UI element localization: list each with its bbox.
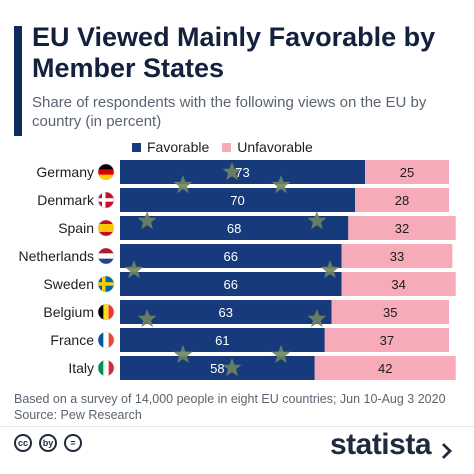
belgium-flag-icon <box>98 304 114 320</box>
value-label-unfavorable: 25 <box>400 165 414 180</box>
bar-unfavorable-germany <box>365 160 449 184</box>
eu-star-icon <box>124 260 144 279</box>
bar-unfavorable-belgium <box>331 300 449 324</box>
legend-label-unfavorable: Unfavorable <box>237 139 313 155</box>
bar-unfavorable-spain <box>348 216 456 240</box>
category-label: Sweden <box>43 276 94 292</box>
bar-favorable-france <box>120 328 325 352</box>
attribution-icon[interactable]: by <box>39 434 57 452</box>
title-accent-bar <box>14 26 22 136</box>
value-label-favorable: 70 <box>230 193 244 208</box>
italy-flag-icon <box>98 360 114 376</box>
bar-favorable-belgium <box>120 300 332 324</box>
category-label: Netherlands <box>19 248 95 264</box>
eu-star-icon <box>173 344 193 363</box>
legend-item-favorable: Favorable <box>132 139 209 155</box>
category-label: Belgium <box>43 304 94 320</box>
value-label-favorable: 66 <box>224 249 238 264</box>
brand-name: statista <box>329 428 432 461</box>
spain-flag-icon <box>98 220 114 236</box>
footer-divider <box>0 426 474 427</box>
legend-swatch-favorable <box>132 142 141 152</box>
bar-favorable-germany <box>120 160 366 184</box>
category-label: France <box>50 332 94 348</box>
legend-swatch-unfavorable <box>222 142 232 152</box>
value-label-favorable: 63 <box>219 305 233 320</box>
eu-star-icon <box>173 175 193 194</box>
eu-star-icon <box>137 211 157 230</box>
value-label-unfavorable: 33 <box>390 249 404 264</box>
license-icons: cc by = <box>14 434 89 452</box>
footnote: Based on a survey of 14,000 people in ei… <box>14 391 446 423</box>
footnote-source: Source: Pew Research <box>14 408 142 422</box>
category-label: Italy <box>68 360 94 376</box>
legend: Favorable Unfavorable <box>132 139 326 155</box>
germany-flag-icon <box>98 164 114 180</box>
netherlands-flag-icon <box>98 248 114 264</box>
bar-unfavorable-italy <box>314 356 456 380</box>
cc-icon[interactable]: cc <box>14 434 32 452</box>
legend-item-unfavorable: Unfavorable <box>222 139 313 155</box>
eu-star-icon <box>137 309 157 328</box>
chart-subtitle: Share of respondents with the following … <box>32 94 427 130</box>
bar-unfavorable-denmark <box>355 188 449 212</box>
denmark-flag-icon <box>98 192 114 208</box>
value-label-favorable: 66 <box>224 277 238 292</box>
bar-unfavorable-netherlands <box>341 244 453 268</box>
value-label-unfavorable: 35 <box>383 305 397 320</box>
eu-star-icon <box>222 162 242 181</box>
bar-favorable-denmark <box>120 188 355 212</box>
eu-star-icon <box>320 260 340 279</box>
stacked-bar-chart: 73 25 Germany 70 28 Denmark 68 32 Spain 66 33 Nethe… <box>19 160 456 380</box>
bar-favorable-italy <box>120 356 315 380</box>
eu-star-icon <box>222 358 242 377</box>
statista-mark-icon <box>434 433 448 457</box>
bar-unfavorable-france <box>324 328 449 352</box>
eu-star-icon <box>271 175 291 194</box>
eu-star-icon <box>271 344 291 363</box>
value-label-unfavorable: 32 <box>395 221 409 236</box>
value-label-unfavorable: 28 <box>395 193 409 208</box>
statista-logo[interactable]: statista <box>330 428 448 462</box>
france-flag-icon <box>98 332 114 348</box>
eu-star-icon <box>307 309 327 328</box>
chart-title: EU Viewed Mainly Favorable by Member Sta… <box>32 22 436 83</box>
eu-star-icon <box>307 211 327 230</box>
value-label-unfavorable: 34 <box>391 277 405 292</box>
value-label-favorable: 68 <box>227 221 241 236</box>
value-label-unfavorable: 42 <box>378 361 392 376</box>
footnote-survey: Based on a survey of 14,000 people in ei… <box>14 392 446 406</box>
bar-unfavorable-sweden <box>341 272 456 296</box>
bar-favorable-sweden <box>120 272 342 296</box>
legend-label-favorable: Favorable <box>147 139 210 155</box>
value-label-favorable: 58 <box>210 361 224 376</box>
no-derivatives-icon[interactable]: = <box>64 434 82 452</box>
category-label: Spain <box>58 220 94 236</box>
value-label-unfavorable: 37 <box>380 333 394 348</box>
eu-stars-circle-icon <box>124 162 340 377</box>
sweden-flag-icon <box>98 276 114 292</box>
value-label-favorable: 61 <box>215 333 229 348</box>
category-label: Denmark <box>37 192 95 208</box>
category-label: Germany <box>36 164 94 180</box>
value-label-favorable: 73 <box>235 165 249 180</box>
bar-favorable-netherlands <box>120 244 342 268</box>
